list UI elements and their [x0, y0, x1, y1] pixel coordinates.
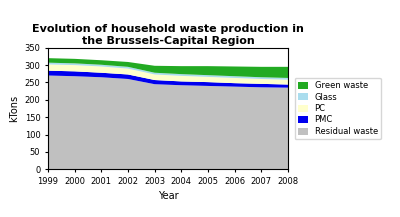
Legend: Green waste, Glass, PC, PMC, Residual waste: Green waste, Glass, PC, PMC, Residual wa…	[294, 78, 381, 139]
X-axis label: Year: Year	[158, 191, 178, 201]
Title: Evolution of household waste production in
the Brussels-Capital Region: Evolution of household waste production …	[32, 24, 304, 46]
Y-axis label: kTons: kTons	[9, 95, 19, 122]
